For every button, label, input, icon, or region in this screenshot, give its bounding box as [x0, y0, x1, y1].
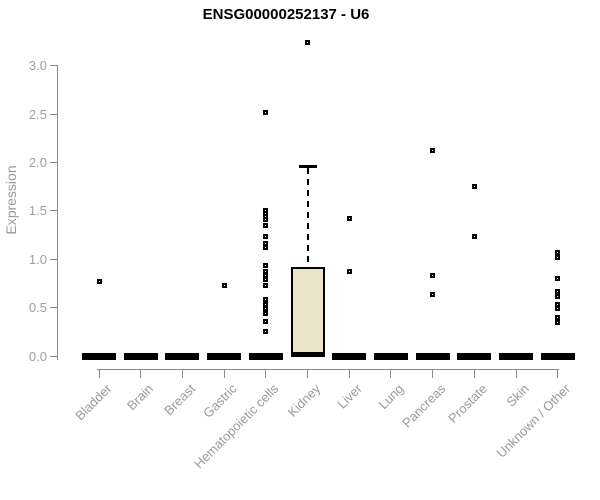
outlier-point: [430, 273, 436, 279]
outlier-point: [263, 245, 269, 251]
x-category-label: Unknown / Other: [493, 381, 574, 461]
x-axis-line: [97, 369, 559, 370]
outlier-point: [263, 329, 269, 335]
x-category-label: Brain: [124, 381, 157, 414]
x-axis-tick: [432, 370, 434, 378]
chart-title: ENSG00000252137 - U6: [202, 6, 370, 23]
y-axis-tick: [50, 258, 57, 260]
y-tick-label: 3.0: [28, 58, 47, 74]
median-line: [290, 352, 325, 357]
outlier-point: [221, 282, 227, 288]
outlier-point: [263, 282, 269, 288]
outlier-point: [555, 306, 561, 312]
collapsed-box: [415, 352, 450, 360]
outlier-point: [555, 314, 561, 320]
x-axis-tick: [140, 370, 142, 378]
outlier-point: [263, 262, 269, 268]
x-axis-tick: [557, 370, 559, 378]
outlier-point: [263, 306, 269, 312]
x-category-label: Lung: [375, 381, 407, 413]
outlier-point: [555, 276, 561, 282]
y-tick-label: 0.5: [28, 300, 47, 316]
y-axis-tick: [50, 307, 57, 309]
outlier-point: [555, 319, 561, 325]
y-axis-tick: [50, 355, 57, 357]
outlier-point: [471, 234, 477, 240]
x-category-label: Pancreas: [398, 381, 449, 431]
collapsed-box: [207, 352, 242, 360]
whisker-line: [306, 168, 309, 267]
x-axis-tick: [390, 370, 392, 378]
x-axis-tick: [223, 370, 225, 378]
y-tick-label: 2.5: [28, 106, 47, 122]
x-category-label: Prostate: [445, 381, 490, 426]
outlier-point: [555, 254, 561, 260]
y-axis-tick: [50, 161, 57, 163]
outlier-point: [471, 184, 477, 190]
collapsed-box: [373, 352, 408, 360]
collapsed-box: [499, 352, 533, 360]
outlier-point: [346, 269, 352, 275]
x-category-label: Breast: [160, 381, 199, 419]
x-axis-tick: [181, 370, 183, 378]
y-tick-label: 2.0: [28, 154, 47, 170]
outlier-point: [430, 291, 436, 297]
y-axis-tick: [50, 113, 57, 115]
outlier-point: [263, 297, 269, 303]
outlier-point: [263, 310, 269, 316]
outlier-point: [263, 318, 269, 324]
x-axis-tick: [265, 370, 267, 378]
y-axis-tick: [50, 65, 57, 67]
x-category-label: Liver: [334, 381, 365, 412]
x-axis-tick: [307, 370, 308, 378]
outlier-point: [305, 39, 310, 45]
x-axis-tick: [348, 370, 350, 378]
x-category-label: Bladder: [72, 381, 115, 424]
outlier-point: [263, 222, 269, 228]
outlier-point: [263, 234, 269, 240]
collapsed-box: [540, 352, 575, 360]
collapsed-box: [82, 352, 116, 360]
outlier-point: [263, 217, 269, 223]
y-tick-label: 1.0: [28, 251, 47, 267]
x-axis-tick: [515, 370, 517, 378]
whisker-cap: [298, 165, 317, 169]
box-iqr: [290, 266, 325, 357]
y-axis-tick: [50, 210, 57, 212]
x-axis-tick: [473, 370, 475, 378]
outlier-point: [555, 288, 561, 294]
outlier-point: [555, 249, 561, 255]
x-category-label: Skin: [503, 381, 532, 410]
collapsed-box: [457, 352, 492, 360]
outlier-point: [555, 293, 561, 299]
outlier-point: [430, 148, 436, 154]
outlier-point: [263, 109, 269, 115]
collapsed-box: [248, 352, 283, 360]
y-axis-line: [57, 65, 58, 360]
x-axis-tick: [98, 370, 100, 378]
collapsed-box: [123, 352, 158, 360]
outlier-point: [96, 278, 102, 284]
y-tick-label: 0.0: [28, 348, 47, 364]
x-category-label: Gastric: [199, 381, 240, 421]
x-category-label: Kidney: [284, 381, 324, 420]
y-tick-label: 1.5: [28, 203, 47, 219]
outlier-point: [263, 277, 269, 283]
outlier-point: [346, 216, 352, 222]
collapsed-box: [165, 352, 200, 360]
collapsed-box: [332, 352, 367, 360]
